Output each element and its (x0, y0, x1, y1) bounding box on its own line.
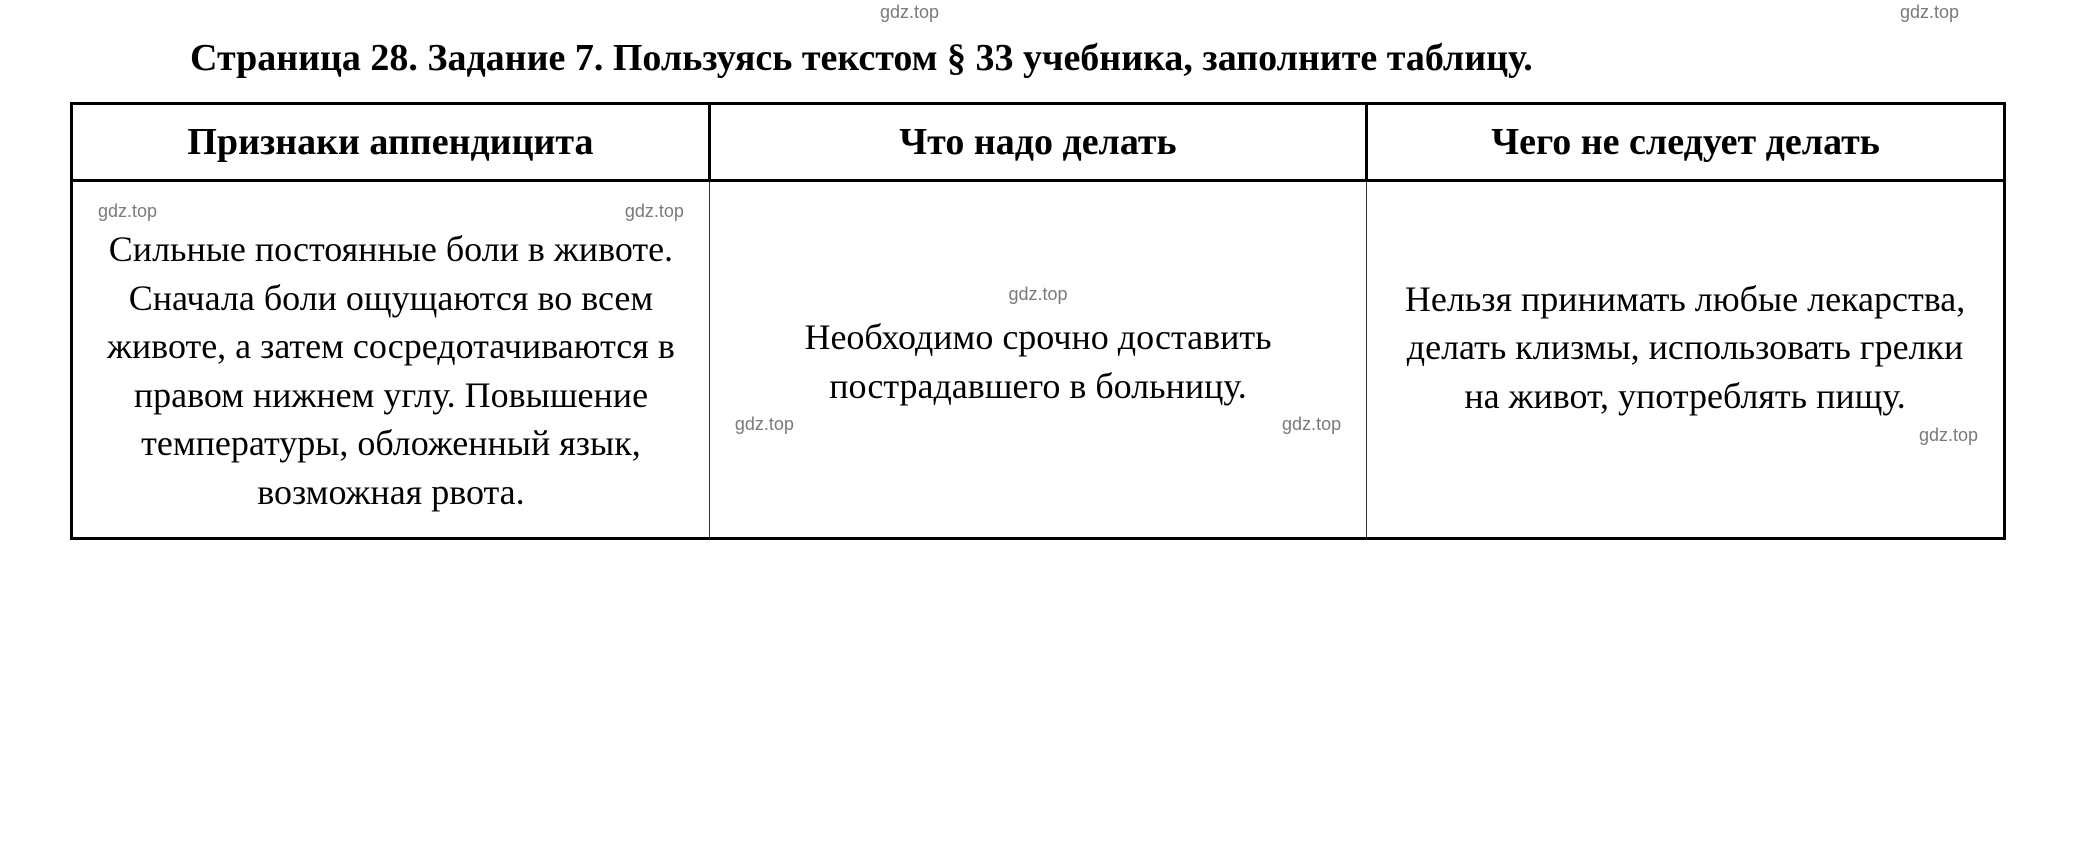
watermark: gdz.top (735, 285, 1341, 303)
watermark: gdz.top (880, 2, 939, 23)
cell-not-todo: Нельзя принимать любые лекарства, делать… (1367, 181, 2005, 539)
col-header-symptoms: Признаки аппендицита (72, 104, 710, 181)
watermark: gdz.top (625, 202, 684, 220)
cell-symptoms: gdz.top gdz.top Сильные постоянные боли … (72, 181, 710, 539)
table-header-row: Признаки аппендицита Что надо делать Чег… (72, 104, 2005, 181)
table-row: gdz.top gdz.top Сильные постоянные боли … (72, 181, 2005, 539)
watermark: gdz.top (1392, 426, 1978, 444)
cell-symptoms-text: Сильные постоянные боли в животе. Сначал… (107, 229, 675, 512)
main-table: Признаки аппендицита Что надо делать Чег… (70, 102, 2006, 540)
cell-not-todo-text: Нельзя принимать любые лекарства, делать… (1405, 279, 1965, 416)
watermark: gdz.top (735, 415, 794, 433)
title-text: Страница 28. Задание 7. Пользуясь тексто… (190, 37, 1533, 79)
col-header-not-todo: Чего не следует делать (1367, 104, 2005, 181)
watermark: gdz.top (98, 202, 157, 220)
cell-todo: gdz.top Необходимо срочно доставить пост… (709, 181, 1366, 539)
page-title: Страница 28. Задание 7. Пользуясь тексто… (70, 30, 2006, 87)
watermark: gdz.top (1900, 2, 1959, 23)
col-header-todo: Что надо делать (709, 104, 1366, 181)
title-block: gdz.top gdz.top Страница 28. Задание 7. … (70, 30, 2006, 87)
cell-todo-text: Необходимо срочно доставить пострадавшег… (804, 317, 1271, 406)
watermark: gdz.top (1282, 415, 1341, 433)
